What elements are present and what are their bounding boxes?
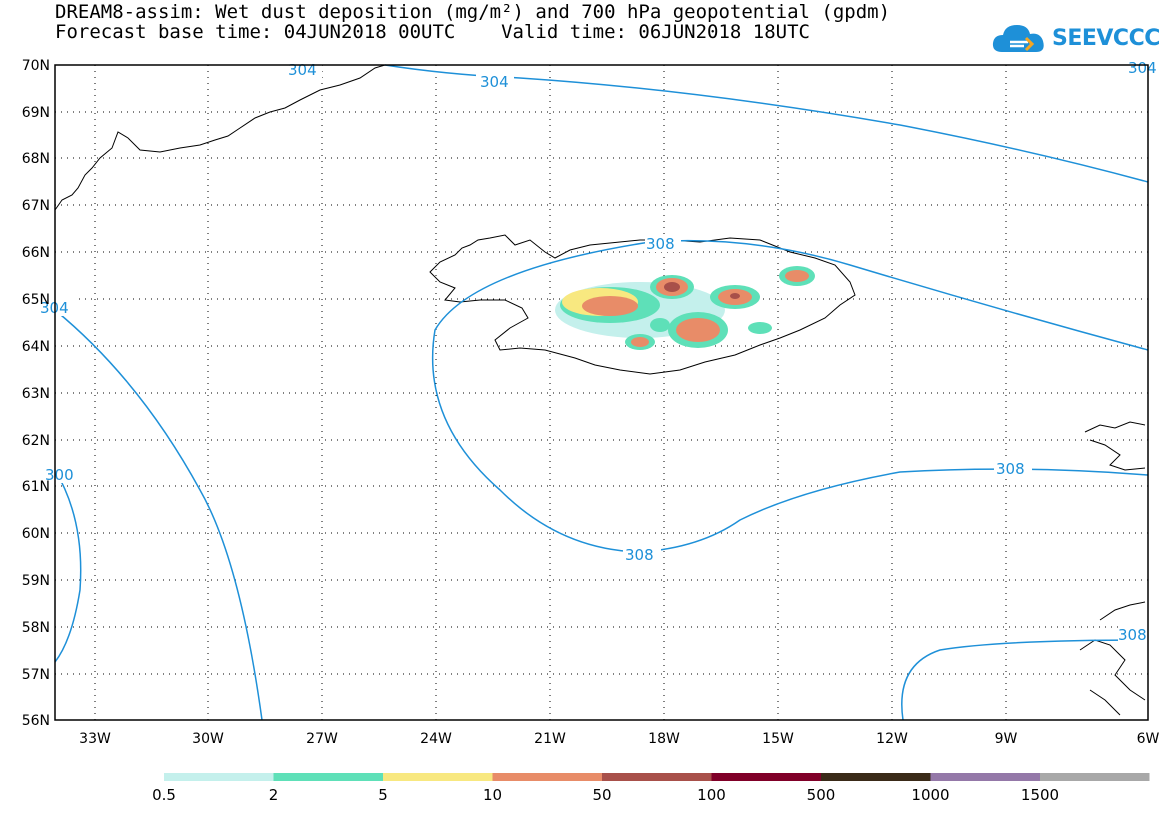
map-frame <box>54 64 1149 721</box>
contour-label: 300 <box>45 466 74 484</box>
map-title: DREAM8-assim: Wet dust deposition (mg/m²… <box>55 1 891 23</box>
scotland-coast <box>1079 601 1146 716</box>
color-legend: 0.5 2 5 10 50 100 500 1000 1500 <box>152 773 1150 804</box>
lat-label: 60N <box>22 526 50 542</box>
contour-308-central <box>431 239 1149 553</box>
legend-label: 50 <box>592 786 611 804</box>
lon-label: 12W <box>876 731 908 747</box>
legend-label: 0.5 <box>152 786 176 804</box>
legend-swatch <box>1040 773 1150 781</box>
legend-swatch <box>492 773 602 781</box>
lat-label: 69N <box>22 105 50 121</box>
legend-label: 5 <box>378 786 388 804</box>
contour-304-north <box>384 64 1149 183</box>
legend-label: 1500 <box>1021 786 1059 804</box>
lon-label: 27W <box>306 731 338 747</box>
legend-label: 10 <box>483 786 502 804</box>
lat-label: 62N <box>22 433 50 449</box>
lon-label: 21W <box>534 731 566 747</box>
lat-label: 57N <box>22 667 50 683</box>
lat-label: 70N <box>22 58 50 74</box>
lat-label: 66N <box>22 245 50 261</box>
contour-label: 308 <box>625 546 654 564</box>
lat-label: 56N <box>22 713 50 729</box>
map-subtitle: Forecast base time: 04JUN2018 00UTC Vali… <box>55 21 810 43</box>
legend-swatch <box>602 773 712 781</box>
cloud-icon <box>992 25 1044 52</box>
legend-label: 2 <box>269 786 279 804</box>
contour-304-west <box>54 309 263 721</box>
greenland-coast <box>54 64 386 211</box>
legend-label: 1000 <box>911 786 949 804</box>
latitude-labels: 70N 69N 68N 67N 66N 65N 64N 63N 62N 61N … <box>22 58 50 729</box>
lat-label: 65N <box>22 292 50 308</box>
legend-label: 500 <box>807 786 836 804</box>
seevccc-logo: SEEVCCC <box>990 20 1160 60</box>
faroe-scotland-coast <box>1084 421 1146 471</box>
lon-label: 30W <box>192 731 224 747</box>
lon-label: 33W <box>79 731 111 747</box>
lon-label: 6W <box>1137 731 1160 747</box>
lat-label: 64N <box>22 339 50 355</box>
lon-label: 18W <box>648 731 680 747</box>
iceland-coast <box>429 234 856 375</box>
contour-label: 308 <box>1118 626 1147 644</box>
dust-deposition-areas <box>555 266 815 350</box>
coastlines <box>54 64 1146 716</box>
lat-label: 61N <box>22 479 50 495</box>
lon-label: 24W <box>420 731 452 747</box>
lat-label: 59N <box>22 573 50 589</box>
lon-label: 9W <box>995 731 1018 747</box>
contour-308-south <box>901 639 1149 721</box>
contour-label: 304 <box>480 73 509 91</box>
contour-label: 304 <box>288 61 317 79</box>
geopotential-contours <box>54 64 1149 721</box>
legend-swatch <box>711 773 821 781</box>
lat-label: 63N <box>22 386 50 402</box>
lat-label: 58N <box>22 620 50 636</box>
legend-swatch <box>164 773 274 781</box>
legend-swatch <box>273 773 383 781</box>
lat-label: 68N <box>22 151 50 167</box>
logo-text: SEEVCCC <box>1052 26 1160 51</box>
lon-label: 15W <box>762 731 794 747</box>
legend-label: 100 <box>697 786 726 804</box>
longitude-labels: 33W 30W 27W 24W 21W 18W 15W 12W 9W 6W <box>79 731 1159 747</box>
lat-label: 67N <box>22 198 50 214</box>
contour-label: 308 <box>646 235 675 253</box>
legend-swatch <box>821 773 931 781</box>
contour-label: 304 <box>1128 59 1157 77</box>
contour-300-west <box>54 469 82 663</box>
contour-label: 308 <box>996 460 1025 478</box>
legend-swatch <box>383 773 493 781</box>
contour-labels: 304 304 304 304 308 308 308 308 300 <box>40 59 1157 644</box>
legend-swatch <box>930 773 1040 781</box>
grid-lines <box>55 65 1148 720</box>
